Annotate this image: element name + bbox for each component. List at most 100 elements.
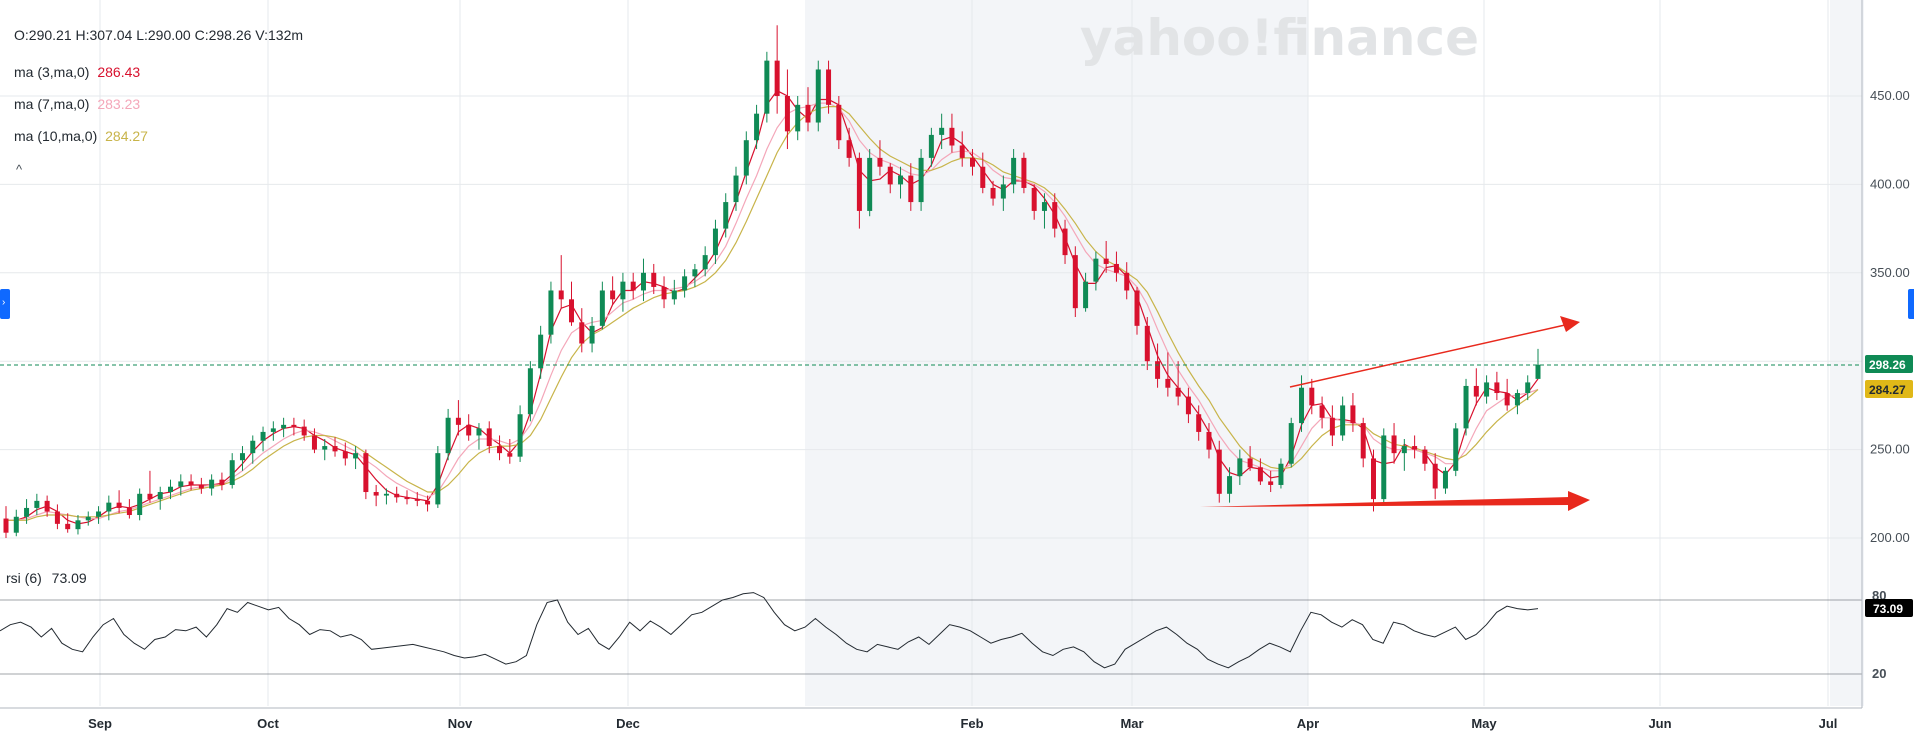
candle xyxy=(476,423,482,450)
candle xyxy=(733,166,739,211)
candle-body xyxy=(342,451,348,459)
candle xyxy=(743,131,749,185)
candle xyxy=(1442,467,1448,494)
candle xyxy=(990,180,996,206)
candle-body xyxy=(1278,463,1284,485)
candle-body xyxy=(1412,446,1418,450)
candle xyxy=(414,492,420,507)
candle-body xyxy=(1463,385,1469,429)
candle xyxy=(1288,417,1294,468)
candle-body xyxy=(34,500,40,508)
candle xyxy=(651,263,657,295)
lower-trend-arrow xyxy=(1200,491,1590,511)
price-tick-label: 350.00 xyxy=(1870,265,1910,280)
candle xyxy=(24,499,30,524)
time-tick-label: Jun xyxy=(1648,716,1671,731)
candle-body xyxy=(908,175,914,203)
candle-body xyxy=(918,157,924,203)
ma7-legend[interactable]: ma (7,ma,0) 283.23 xyxy=(14,96,140,112)
candle-body xyxy=(466,424,472,436)
candle-body xyxy=(1103,258,1109,264)
rsi-value-badge-text: 73.09 xyxy=(1873,602,1903,616)
candle-body xyxy=(651,272,657,287)
ma3-value: 286.43 xyxy=(97,64,141,80)
candle xyxy=(754,104,760,150)
candle xyxy=(1453,423,1459,477)
candle xyxy=(126,499,132,519)
candle-body xyxy=(1319,405,1325,418)
price-tick-label: 400.00 xyxy=(1870,176,1910,191)
candle-body xyxy=(887,166,893,185)
candle-body xyxy=(178,481,184,487)
candle-body xyxy=(661,286,667,300)
yahoo-finance-watermark: yahoo!finance xyxy=(1080,9,1479,67)
candle-body xyxy=(733,175,739,203)
candle-body xyxy=(1062,228,1068,256)
candle xyxy=(435,446,441,508)
rsi-tick-label: 20 xyxy=(1872,666,1886,681)
candle xyxy=(1412,435,1418,459)
candle-body xyxy=(1340,405,1346,436)
candle-body xyxy=(1175,387,1181,397)
candle-body xyxy=(795,104,801,132)
price-tick-label: 200.00 xyxy=(1870,530,1910,545)
shaded-period-1 xyxy=(805,0,1308,706)
candle xyxy=(610,276,616,305)
rsi-legend[interactable]: rsi (6) 73.09 xyxy=(6,570,87,586)
candlesticks[interactable] xyxy=(3,25,1541,538)
candle-body xyxy=(311,435,317,450)
candle-body xyxy=(24,507,30,517)
candle-body xyxy=(928,134,934,158)
candle-body xyxy=(1041,202,1047,211)
candle-body xyxy=(1514,393,1520,406)
candle xyxy=(1072,246,1078,317)
candle-body xyxy=(229,460,235,485)
expand-left-handle-icon[interactable]: › xyxy=(0,289,10,319)
candle-body xyxy=(1021,157,1027,188)
candle xyxy=(116,490,122,514)
candle-body xyxy=(1329,417,1335,436)
time-tick-label: Oct xyxy=(257,716,279,731)
candle-body xyxy=(147,493,153,500)
rsi-line xyxy=(0,592,1539,669)
candle xyxy=(44,495,50,517)
candle xyxy=(980,152,986,194)
candle-body xyxy=(507,453,513,457)
candle xyxy=(219,472,225,491)
candle-body xyxy=(1288,423,1294,464)
candle-body xyxy=(1257,467,1263,482)
candle xyxy=(1391,423,1397,464)
time-tick-label: Nov xyxy=(448,716,473,731)
candle-body xyxy=(1525,382,1531,394)
ma10-legend[interactable]: ma (10,ma,0) 284.27 xyxy=(14,128,148,144)
candle-body xyxy=(558,290,564,300)
candle xyxy=(507,438,513,464)
candle-body xyxy=(898,175,904,185)
candle xyxy=(527,361,533,422)
candle xyxy=(1350,393,1356,432)
candle-body xyxy=(1196,414,1202,432)
price-tick-label: 250.00 xyxy=(1870,442,1910,457)
candle-body xyxy=(826,69,832,105)
shaded-period-2 xyxy=(1830,0,1864,706)
candle xyxy=(1093,251,1099,291)
candle-body xyxy=(774,60,780,96)
candle xyxy=(1216,440,1222,503)
last-price-badge xyxy=(1865,355,1913,373)
expand-right-handle-icon[interactable] xyxy=(1908,289,1914,319)
time-tick-label: Apr xyxy=(1297,716,1319,731)
time-axis: Sep Oct Nov Dec Feb Mar Apr May Jun Jul xyxy=(88,716,1837,731)
candle-body xyxy=(1185,396,1191,415)
collapse-legend-icon[interactable]: ^ xyxy=(16,162,23,177)
candle-body xyxy=(1442,470,1448,489)
candle xyxy=(630,272,636,300)
rsi-value: 73.09 xyxy=(51,570,87,586)
candle xyxy=(1329,405,1335,447)
candle xyxy=(969,149,975,176)
ma3-legend[interactable]: ma (3,ma,0) 286.43 xyxy=(14,64,140,80)
candle xyxy=(949,113,955,153)
ma7-value: 283.23 xyxy=(97,96,141,112)
candle xyxy=(445,408,451,461)
candle xyxy=(1401,438,1407,471)
